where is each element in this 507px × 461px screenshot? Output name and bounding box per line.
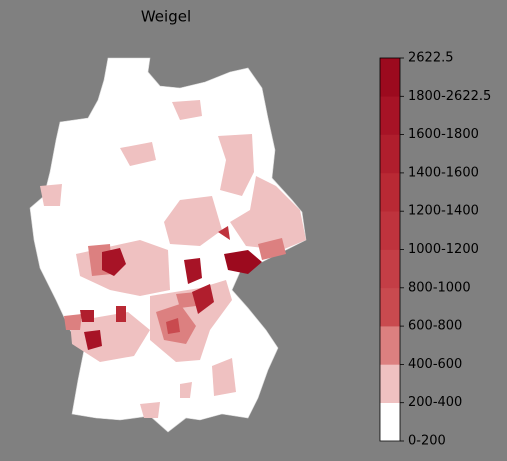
region <box>230 176 306 250</box>
region <box>258 238 286 260</box>
colorbar-tick-label: 1000-1200 <box>408 242 479 257</box>
region <box>140 402 160 418</box>
region <box>166 318 180 334</box>
colorbar-tick-label: 1200-1400 <box>408 204 479 219</box>
map-title: Weigel <box>141 8 191 26</box>
colorbar-tick-label: 800-1000 <box>408 280 471 295</box>
colorbar-segment <box>380 172 400 212</box>
region <box>212 358 236 396</box>
region <box>102 248 126 276</box>
colorbar-tick-label: 200-400 <box>408 395 462 410</box>
colorbar-tick-label: 2622.5 <box>408 51 454 66</box>
colorbar-tick-label: 600-800 <box>408 319 462 334</box>
colorbar-tick-label: 1400-1600 <box>408 165 479 180</box>
colorbar-segment <box>380 249 400 289</box>
colorbar-segment <box>380 402 400 442</box>
region <box>164 196 222 246</box>
region <box>120 142 156 166</box>
colorbar-segment <box>380 364 400 403</box>
colorbar-segment <box>380 211 400 250</box>
colorbar-segment <box>380 58 400 97</box>
colorbar-tick-label: 1600-1800 <box>408 127 479 142</box>
colorbar-tick-label: 0-200 <box>408 434 446 449</box>
region <box>192 284 214 314</box>
region <box>172 100 202 120</box>
germany-map <box>29 57 307 433</box>
colorbar-tick-label: 1800-2622.5 <box>408 89 491 104</box>
region <box>80 310 94 322</box>
region <box>184 258 202 284</box>
colorbar-segment <box>380 134 400 174</box>
colorbar-segment <box>380 287 400 327</box>
region <box>84 330 102 350</box>
region <box>70 312 150 362</box>
region <box>218 134 254 196</box>
colorbar-tick-label: 400-600 <box>408 357 462 372</box>
region <box>64 314 82 330</box>
region <box>224 250 262 274</box>
region <box>176 292 196 308</box>
colorbar-segment <box>380 96 400 135</box>
colorbar: 0-200 200-400 400-600 600-800 800-1000 1000-1… <box>379 51 491 449</box>
region <box>218 226 230 240</box>
region <box>116 306 126 322</box>
region <box>180 382 192 398</box>
colorbar-segment <box>380 326 400 365</box>
region <box>40 184 62 206</box>
